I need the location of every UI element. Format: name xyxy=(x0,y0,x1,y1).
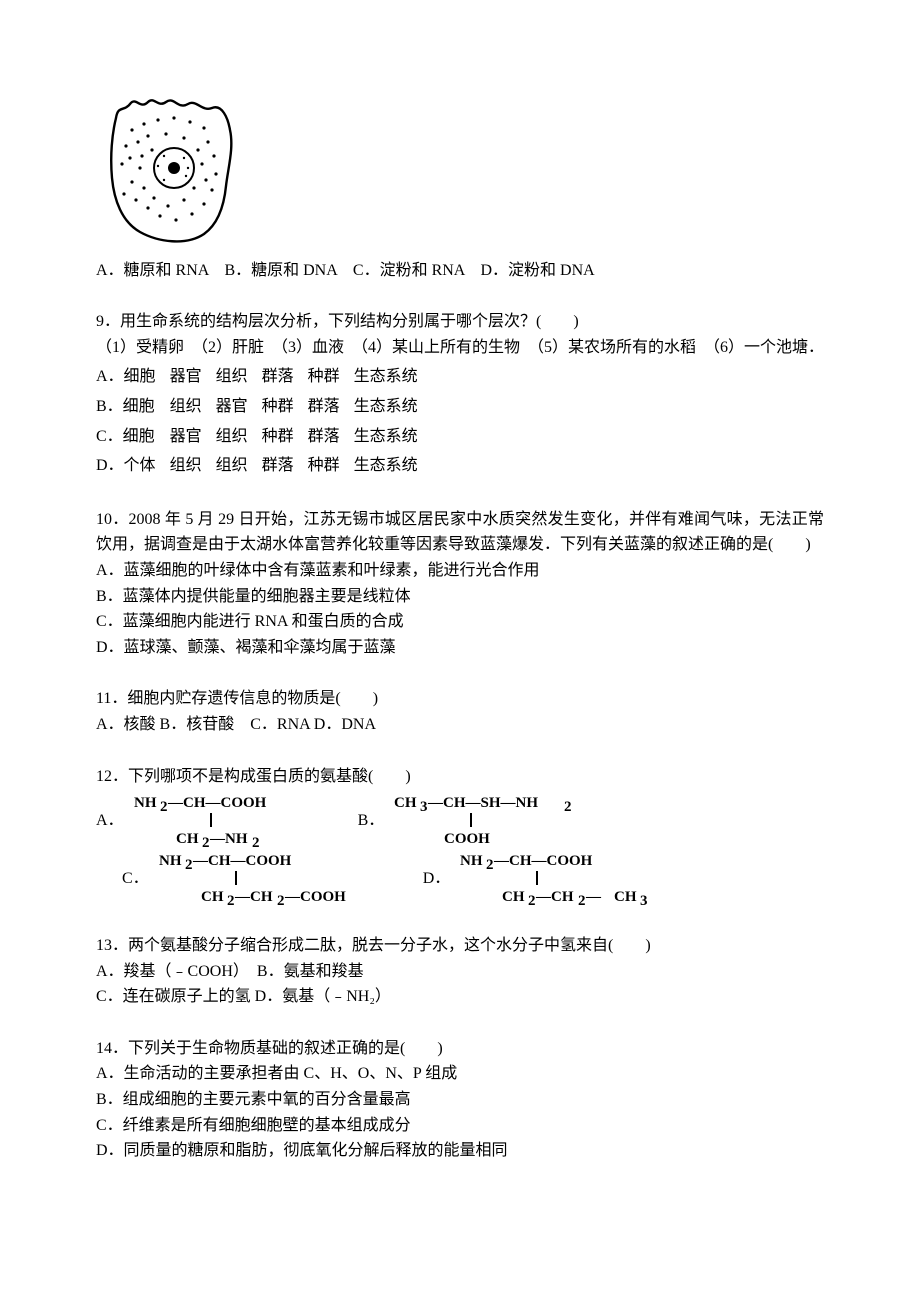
svg-text:—CH—COOH: —CH—COOH xyxy=(192,853,292,869)
svg-text:—: — xyxy=(585,889,602,905)
question-13: 13．两个氨基酸分子缩合形成二肽，脱去一分子水，这个水分子中氢来自( ) A．羧… xyxy=(96,933,824,1010)
svg-text:NH: NH xyxy=(134,795,157,811)
cell: 组织 xyxy=(216,362,262,392)
svg-text:—COOH: —COOH xyxy=(284,889,346,905)
svg-text:2: 2 xyxy=(578,893,586,907)
cell: 种群 xyxy=(262,422,308,452)
q10-b: B．蓝藻体内提供能量的细胞器主要是线粒体 xyxy=(96,584,824,610)
q13-ab: A．羧基（﹣COOH） B．氨基和羧基 xyxy=(96,959,824,985)
cell: B．细胞 xyxy=(96,392,170,422)
chem-formula-b: CH3 —CH—SH—NH 2 COOH xyxy=(394,793,614,849)
cell: 组织 xyxy=(170,451,216,481)
cell: C．细胞 xyxy=(96,422,170,452)
cell: D．个体 xyxy=(96,451,170,481)
q9-table: A．细胞 器官 组织 群落 种群 生态系统 B．细胞 组织 器官 种群 群落 生… xyxy=(96,362,432,480)
q14-a: A．生命活动的主要承担者由 C、H、O、N、P 组成 xyxy=(96,1061,824,1087)
svg-text:CH: CH xyxy=(394,795,417,811)
question-11: 11．细胞内贮存遗传信息的物质是( ) A．核酸 B．核苷酸 C．RNA D．D… xyxy=(96,686,824,737)
svg-text:CH: CH xyxy=(201,889,224,905)
q14-b: B．组成细胞的主要元素中氧的百分含量最高 xyxy=(96,1087,824,1113)
svg-text:2: 2 xyxy=(528,893,536,907)
q13-stem: 13．两个氨基酸分子缩合形成二肽，脱去一分子水，这个水分子中氢来自( ) xyxy=(96,933,824,959)
table-row: C．细胞 器官 组织 种群 群落 生态系统 xyxy=(96,422,432,452)
svg-text:2: 2 xyxy=(202,835,210,849)
q12-structures: A． NH2 —CH—COOH CH2 —NH2 B． CH3 —CH—SH—N… xyxy=(96,793,824,907)
q9-sub: （1）受精卵 （2）肝脏 （3）血液 （4）某山上所有的生物 （5）某农场所有的… xyxy=(96,335,824,361)
svg-text:—CH—COOH: —CH—COOH xyxy=(493,853,593,869)
q10-c: C．蓝藻细胞内能进行 RNA 和蛋白质的合成 xyxy=(96,609,824,635)
q14-d: D．同质量的糖原和脂肪，彻底氧化分解后释放的能量相同 xyxy=(96,1138,824,1164)
q12-a-label: A． xyxy=(96,808,124,834)
question-12: 12．下列哪项不是构成蛋白质的氨基酸( ) A． NH2 —CH—COOH CH… xyxy=(96,764,824,908)
cell: 器官 xyxy=(216,392,262,422)
svg-text:2: 2 xyxy=(564,799,572,815)
cell-svg xyxy=(96,90,241,245)
cell: 组织 xyxy=(170,392,216,422)
cell: 群落 xyxy=(262,362,308,392)
cell: 器官 xyxy=(170,422,216,452)
q10-d: D．蓝球藻、颤藻、褐藻和伞藻均属于蓝藻 xyxy=(96,635,824,661)
cell: 生态系统 xyxy=(354,422,432,452)
chem-formula-c: NH2 —CH—COOH CH2 —CH2 —COOH xyxy=(159,851,389,907)
svg-text:CH: CH xyxy=(502,889,525,905)
q10-a: A．蓝藻细胞的叶绿体中含有藻蓝素和叶绿素，能进行光合作用 xyxy=(96,558,824,584)
cell: 生态系统 xyxy=(354,451,432,481)
q14-c: C．纤维素是所有细胞细胞壁的基本组成成分 xyxy=(96,1113,824,1139)
question-9: 9．用生命系统的结构层次分析，下列结构分别属于哪个层次？( ) （1）受精卵 （… xyxy=(96,309,824,481)
q12-b-label: B． xyxy=(358,808,385,834)
cell: 器官 xyxy=(170,362,216,392)
q12-c-label: C． xyxy=(122,866,149,892)
svg-text:—CH—SH—NH: —CH—SH—NH xyxy=(427,795,538,811)
cell: 种群 xyxy=(308,362,354,392)
q12-option-d: D． NH2 —CH—COOH CH2 —CH2 — CH3 xyxy=(423,851,691,907)
chem-formula-d: NH2 —CH—COOH CH2 —CH2 — CH3 xyxy=(460,851,690,907)
q11-stem: 11．细胞内贮存遗传信息的物质是( ) xyxy=(96,686,824,712)
svg-text:2: 2 xyxy=(252,835,260,849)
cell: 生态系统 xyxy=(354,392,432,422)
q12-option-c: C． NH2 —CH—COOH CH2 —CH2 —COOH xyxy=(122,851,389,907)
cell: 组织 xyxy=(216,422,262,452)
q12-option-a: A． NH2 —CH—COOH CH2 —NH2 xyxy=(96,793,324,849)
svg-text:3: 3 xyxy=(640,893,648,907)
cell: 群落 xyxy=(308,422,354,452)
cell: 生态系统 xyxy=(354,362,432,392)
chem-formula-a: NH2 —CH—COOH CH2 —NH2 xyxy=(134,793,324,849)
svg-text:COOH: COOH xyxy=(444,831,490,847)
svg-text:2: 2 xyxy=(277,893,285,907)
cell: 群落 xyxy=(308,392,354,422)
cell-diagram xyxy=(96,90,824,258)
svg-text:NH: NH xyxy=(460,853,483,869)
svg-text:CH: CH xyxy=(614,889,637,905)
svg-text:—CH: —CH xyxy=(535,889,574,905)
svg-text:2: 2 xyxy=(185,857,193,873)
q12-stem: 12．下列哪项不是构成蛋白质的氨基酸( ) xyxy=(96,764,824,790)
svg-text:—NH: —NH xyxy=(209,831,248,847)
cell: 组织 xyxy=(216,451,262,481)
q13-cd: C．连在碳原子上的氢 D．氨基（﹣NH₂） xyxy=(96,984,824,1010)
svg-text:—CH: —CH xyxy=(234,889,273,905)
q8-options: A．糖原和 RNA B．糖原和 DNA C．淀粉和 RNA D．淀粉和 DNA xyxy=(96,258,824,284)
cell: 群落 xyxy=(262,451,308,481)
table-row: A．细胞 器官 组织 群落 种群 生态系统 xyxy=(96,362,432,392)
q12-d-label: D． xyxy=(423,866,451,892)
q9-stem: 9．用生命系统的结构层次分析，下列结构分别属于哪个层次？( ) xyxy=(96,309,824,335)
q12-option-b: B． CH3 —CH—SH—NH 2 COOH xyxy=(358,793,615,849)
svg-text:—CH—COOH: —CH—COOH xyxy=(167,795,267,811)
svg-text:2: 2 xyxy=(160,799,168,815)
q11-opts: A．核酸 B．核苷酸 C．RNA D．DNA xyxy=(96,712,824,738)
svg-text:NH: NH xyxy=(159,853,182,869)
cell: 种群 xyxy=(262,392,308,422)
q14-stem: 14．下列关于生命物质基础的叙述正确的是( ) xyxy=(96,1036,824,1062)
table-row: D．个体 组织 组织 群落 种群 生态系统 xyxy=(96,451,432,481)
question-14: 14．下列关于生命物质基础的叙述正确的是( ) A．生命活动的主要承担者由 C、… xyxy=(96,1036,824,1164)
question-10: 10．2008 年 5 月 29 日开始，江苏无锡市城区居民家中水质突然发生变化… xyxy=(96,507,824,661)
svg-text:2: 2 xyxy=(486,857,494,873)
svg-text:2: 2 xyxy=(227,893,235,907)
cell: 种群 xyxy=(308,451,354,481)
svg-text:CH: CH xyxy=(176,831,199,847)
cell: A．细胞 xyxy=(96,362,170,392)
svg-text:3: 3 xyxy=(420,799,428,815)
q10-stem: 10．2008 年 5 月 29 日开始，江苏无锡市城区居民家中水质突然发生变化… xyxy=(96,507,824,558)
table-row: B．细胞 组织 器官 种群 群落 生态系统 xyxy=(96,392,432,422)
